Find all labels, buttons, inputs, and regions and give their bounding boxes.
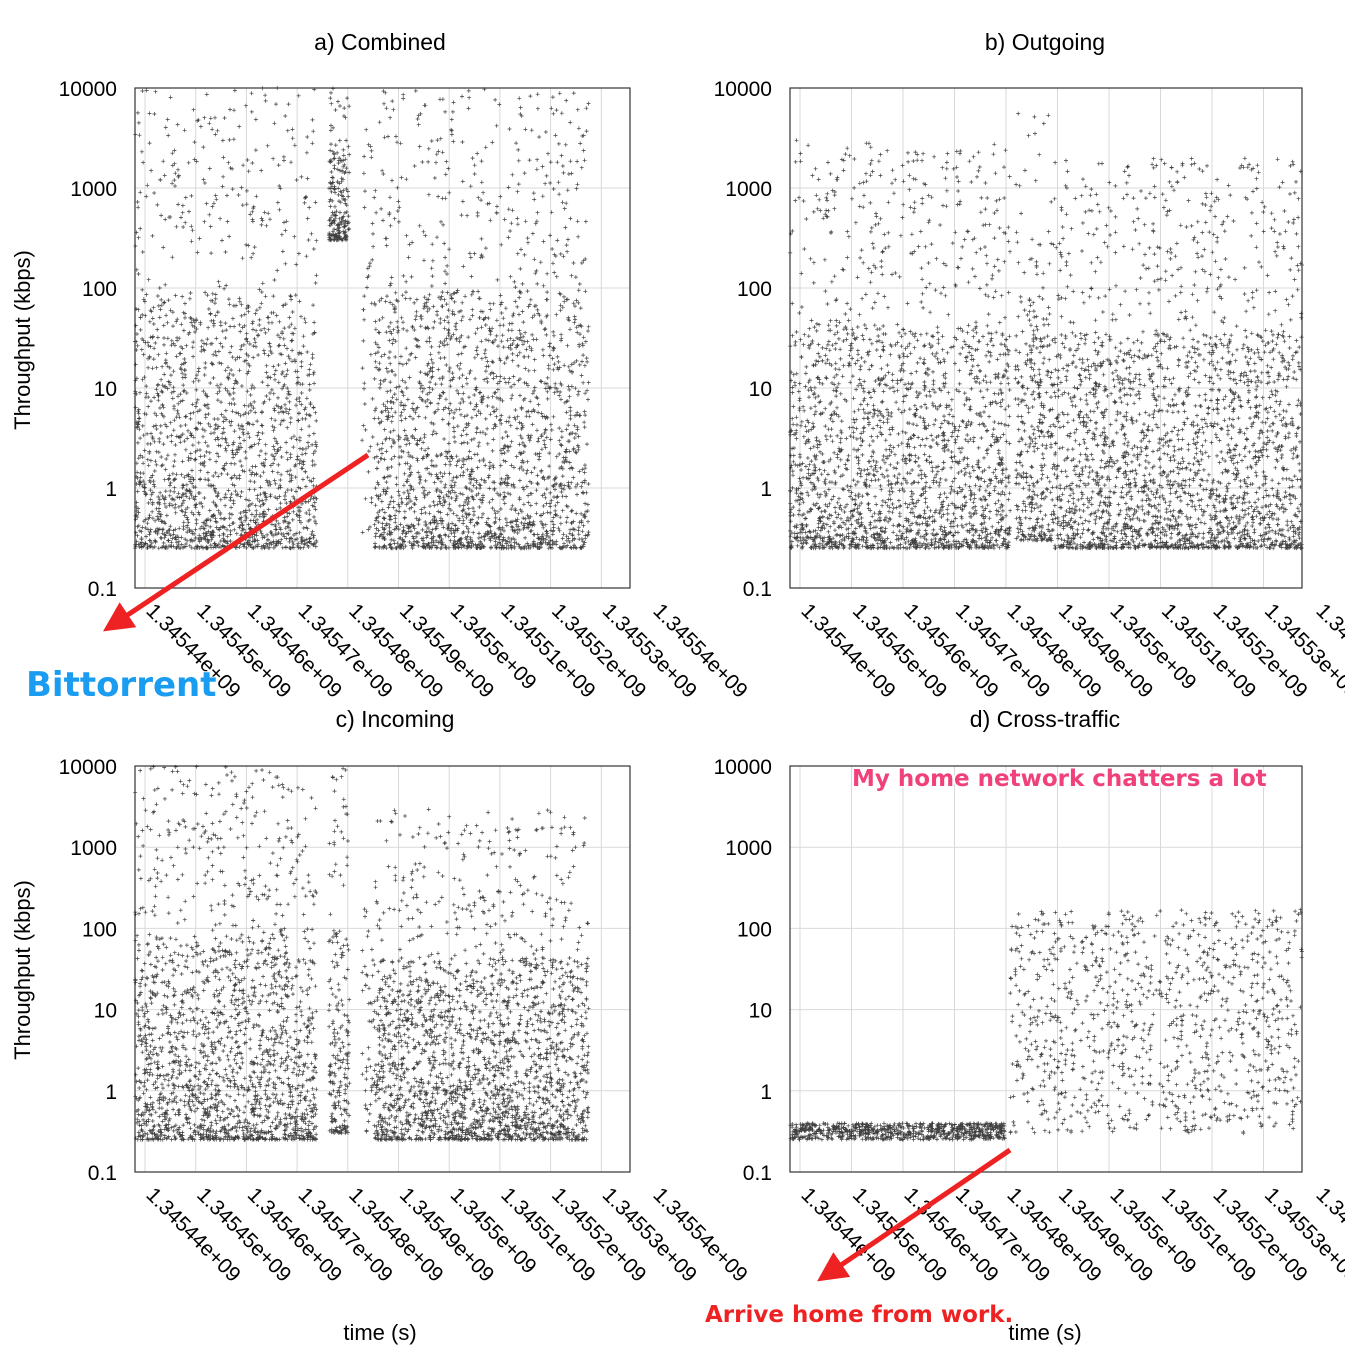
plot-frame bbox=[134, 765, 631, 1173]
panel-incoming: c) Incoming Throughput (kbps) time (s) 0… bbox=[10, 706, 752, 1345]
y-tick-label: 1 bbox=[105, 1081, 117, 1104]
y-tick-label: 1000 bbox=[725, 837, 772, 860]
y-tick-label: 1000 bbox=[70, 837, 117, 860]
y-axis-label-incoming: Throughput (kbps) bbox=[10, 880, 35, 1060]
annotation-arrive: Arrive home from work. bbox=[705, 1302, 1013, 1328]
y-tick-label: 10000 bbox=[59, 756, 117, 779]
y-tick-label: 100 bbox=[737, 918, 772, 941]
plot-area-incoming: 0.11101001000100001.34544e+091.34545e+09… bbox=[59, 756, 752, 1287]
annotation-chatters: My home network chatters a lot bbox=[852, 766, 1267, 792]
data-points bbox=[133, 764, 591, 1142]
y-tick-label: 100 bbox=[82, 918, 117, 941]
y-tick-label: 1 bbox=[760, 1081, 772, 1104]
panel-cross-traffic: d) Cross-traffic time (s) 0.1 1 10 100 1000 1… bbox=[714, 706, 1345, 1345]
y-tick-label: 10000 bbox=[59, 78, 117, 101]
y-axis-label-combined: Throughput (kbps) bbox=[10, 250, 35, 430]
y-tick-label: 100 bbox=[82, 278, 117, 301]
plot-area-outgoing: 0.11101001000100001.34544e+091.34545e+09… bbox=[714, 78, 1345, 703]
plot-frame bbox=[134, 87, 631, 589]
y-tick-label: 0.1 bbox=[743, 578, 772, 601]
y-tick-label: 1000 bbox=[725, 178, 772, 201]
data-points bbox=[788, 907, 1304, 1142]
x-axis-label-cross-traffic: time (s) bbox=[1008, 1320, 1081, 1345]
y-tick-label: 10000 bbox=[714, 78, 772, 101]
chart-title-incoming: c) Incoming bbox=[336, 706, 455, 732]
plot-area-combined: 0.11101001000100001.34544e+091.34545e+09… bbox=[59, 78, 752, 703]
plot-frame bbox=[789, 765, 1303, 1173]
y-tick-label: 10 bbox=[94, 1000, 117, 1023]
y-tick-label: 10000 bbox=[714, 756, 772, 779]
arrive-arrow bbox=[817, 1147, 1012, 1282]
data-points bbox=[133, 86, 591, 551]
y-tick-label: 0.1 bbox=[743, 1162, 772, 1185]
panel-outgoing: b) Outgoing 0.11101001000100001.34544e+0… bbox=[714, 29, 1345, 703]
y-tick-label: 10 bbox=[749, 1000, 772, 1023]
y-tick-label: 1000 bbox=[70, 178, 117, 201]
x-axis-label-incoming: time (s) bbox=[343, 1320, 416, 1345]
plot-frame bbox=[789, 87, 1303, 589]
plot-area-cross-traffic: 0.11101001000100001.34544e+091.34545e+09… bbox=[714, 756, 1345, 1287]
annotations: Bittorrent My home network chatters a lo… bbox=[25, 452, 1268, 1330]
y-tick-label: 1 bbox=[760, 478, 772, 501]
y-tick-label: 0.1 bbox=[88, 1162, 117, 1185]
chart-title-outgoing: b) Outgoing bbox=[985, 29, 1105, 55]
y-tick-label: 0.1 bbox=[88, 578, 117, 601]
y-tick-label: 10 bbox=[94, 378, 117, 401]
data-points bbox=[788, 111, 1304, 551]
y-tick-label: 100 bbox=[737, 278, 772, 301]
annotation-bittorrent: Bittorrent bbox=[26, 665, 217, 705]
panel-combined: a) Combined Throughput (kbps) 0.1 1 10 100 1… bbox=[10, 29, 752, 703]
chart-title-cross-traffic: d) Cross-traffic bbox=[970, 706, 1120, 732]
chart-title-combined: a) Combined bbox=[314, 29, 446, 55]
y-tick-label: 10 bbox=[749, 378, 772, 401]
y-tick-label: 1 bbox=[105, 478, 117, 501]
bittorrent-arrow bbox=[103, 452, 370, 632]
